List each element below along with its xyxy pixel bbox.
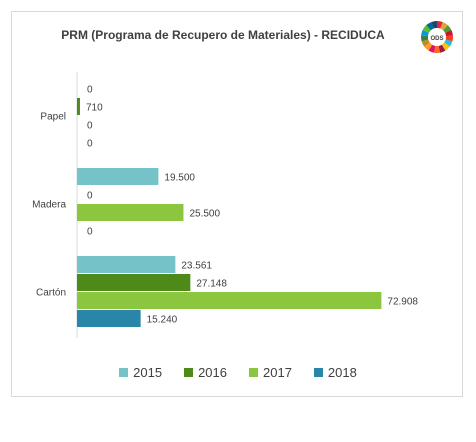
logo-segment bbox=[441, 42, 450, 51]
data-label: 25.500 bbox=[189, 209, 220, 220]
legend-item-2017: 2017 bbox=[249, 365, 292, 380]
logo-segment bbox=[421, 29, 429, 37]
data-label: 19.500 bbox=[164, 173, 195, 184]
data-label: 15.240 bbox=[147, 315, 178, 326]
data-label: 710 bbox=[86, 103, 103, 114]
data-label: 72.908 bbox=[387, 297, 418, 308]
logo-segment bbox=[445, 35, 453, 42]
data-label: 0 bbox=[87, 227, 93, 238]
legend-item-2016: 2016 bbox=[184, 365, 227, 380]
chart-title: PRM (Programa de Recupero de Materiales)… bbox=[61, 28, 385, 42]
logo-segment bbox=[443, 25, 452, 33]
svg-text:ODS: ODS bbox=[430, 36, 443, 42]
bar-chart: Papel Madera Cartón 0 710 0 0 19.500 0 25.500 0 23… bbox=[32, 72, 418, 338]
logo-segment bbox=[424, 42, 433, 51]
data-label: 0 bbox=[87, 121, 93, 132]
data-label: 0 bbox=[87, 139, 93, 150]
legend-swatch bbox=[313, 368, 323, 377]
category-label: Papel bbox=[40, 112, 66, 123]
legend-swatch bbox=[119, 368, 129, 377]
bar-2017-madera bbox=[77, 204, 184, 221]
bar-2017-cartón bbox=[77, 292, 382, 309]
data-label: 27.148 bbox=[196, 279, 227, 290]
logo-segment bbox=[438, 44, 446, 53]
bar-2018-cartón bbox=[77, 310, 141, 327]
logo-segment bbox=[437, 21, 443, 29]
bar-2015-madera bbox=[77, 168, 159, 185]
logo-segment bbox=[434, 45, 440, 53]
logo-segment bbox=[440, 22, 448, 31]
logo-segment bbox=[421, 39, 430, 47]
legend-label: 2017 bbox=[263, 365, 292, 380]
bar-2016-cartón bbox=[77, 274, 191, 291]
logo-segment bbox=[431, 21, 437, 29]
logo-segment bbox=[445, 29, 453, 37]
legend-item-2015: 2015 bbox=[119, 365, 162, 380]
legend-swatch bbox=[184, 368, 194, 377]
data-label: 0 bbox=[87, 85, 93, 96]
legend-label: 2015 bbox=[133, 365, 163, 380]
data-label: 23.561 bbox=[181, 261, 212, 272]
logo-segment bbox=[444, 39, 453, 47]
bar-2015-cartón bbox=[77, 256, 176, 273]
data-label: 0 bbox=[87, 191, 93, 202]
category-label: Madera bbox=[32, 200, 66, 211]
legend-swatch bbox=[249, 368, 258, 377]
legend-label: 2018 bbox=[327, 365, 357, 380]
ods-logo-icon: ODS bbox=[421, 21, 453, 53]
logo-segment bbox=[421, 35, 429, 42]
bar-2016-papel bbox=[77, 98, 80, 115]
logo-segment bbox=[426, 22, 434, 31]
legend-label: 2016 bbox=[198, 365, 227, 380]
chart-legend: 2015 2016 2017 2018 bbox=[0, 365, 476, 380]
logo-segment bbox=[428, 44, 436, 53]
logo-segment bbox=[422, 25, 431, 33]
legend-item-2018: 2018 bbox=[313, 365, 357, 380]
category-label: Cartón bbox=[36, 288, 66, 299]
